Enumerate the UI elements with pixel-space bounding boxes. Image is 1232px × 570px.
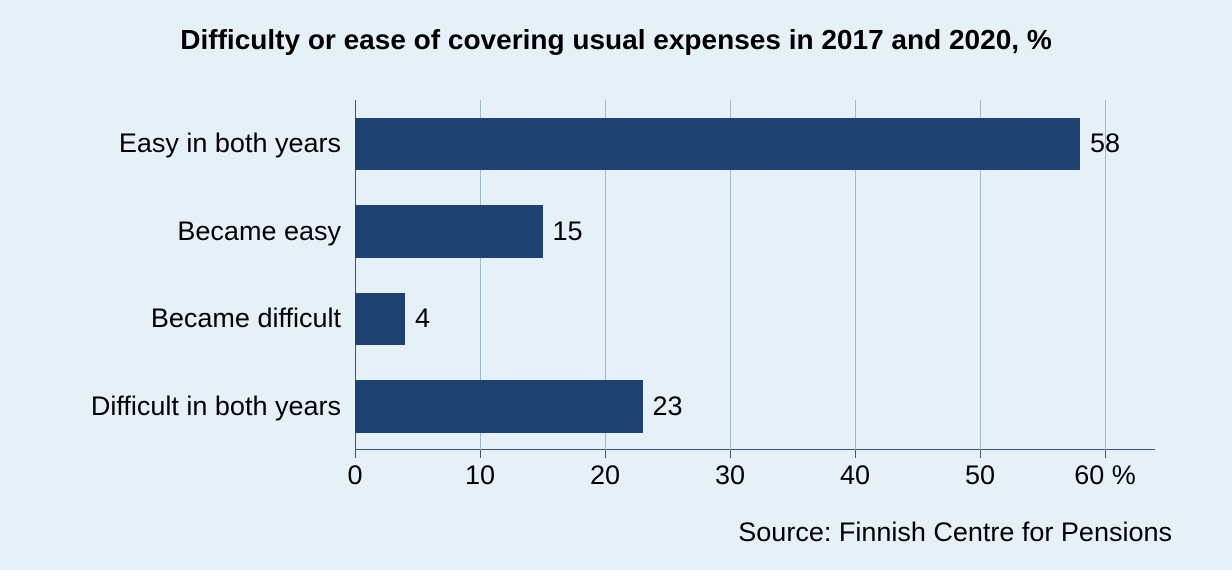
category-label: Became difficult bbox=[151, 293, 355, 346]
x-tick-label: 60 % bbox=[1074, 450, 1136, 491]
bar-value-label: 58 bbox=[1080, 118, 1120, 171]
bar-value-label: 4 bbox=[405, 293, 430, 346]
plot-area: 0102030405060 %Easy in both years58Becam… bbox=[355, 100, 1155, 450]
bar bbox=[355, 205, 543, 258]
x-tick-label: 0 bbox=[347, 450, 362, 491]
chart-title: Difficulty or ease of covering usual exp… bbox=[0, 24, 1232, 56]
bar-value-label: 23 bbox=[643, 380, 683, 433]
x-tick-label: 50 bbox=[965, 450, 995, 491]
bar bbox=[355, 293, 405, 346]
x-tick-label: 30 bbox=[715, 450, 745, 491]
x-tick-label: 40 bbox=[840, 450, 870, 491]
category-label: Became easy bbox=[177, 205, 355, 258]
x-tick-label: 20 bbox=[590, 450, 620, 491]
category-label: Easy in both years bbox=[119, 118, 355, 171]
source-text: Source: Finnish Centre for Pensions bbox=[738, 517, 1172, 548]
bar bbox=[355, 380, 643, 433]
bar bbox=[355, 118, 1080, 171]
category-label: Difficult in both years bbox=[91, 380, 355, 433]
x-tick-label: 10 bbox=[465, 450, 495, 491]
bar-value-label: 15 bbox=[543, 205, 583, 258]
